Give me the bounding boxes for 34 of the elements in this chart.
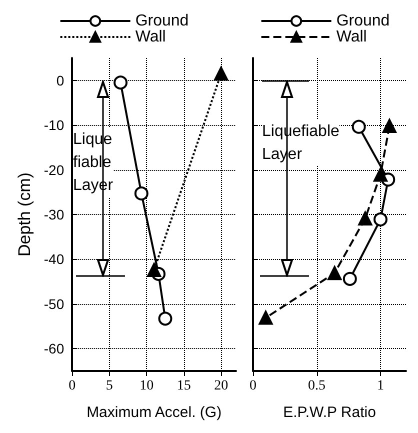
- point: [328, 266, 342, 280]
- point: [382, 118, 396, 133]
- x-tick-label: 5: [106, 378, 113, 394]
- point: [352, 120, 366, 134]
- point: [158, 312, 172, 326]
- point: [374, 168, 388, 182]
- point: [342, 272, 357, 286]
- y-tick-label: -10: [44, 117, 64, 134]
- y-tick-label: -40: [44, 251, 64, 268]
- x-tick-label: 0: [250, 378, 256, 394]
- point: [114, 76, 128, 90]
- y-tick-label: -60: [44, 340, 64, 357]
- point: [258, 310, 273, 325]
- x-tick-label: 0: [68, 378, 76, 394]
- x-tick-label: 0.5: [308, 378, 326, 394]
- y-tick-label: 0: [56, 72, 64, 88]
- legend-label: Wall: [336, 28, 367, 46]
- y-axis-title: Depth (cm): [15, 172, 34, 257]
- point: [214, 66, 228, 81]
- legend-label: Wall: [135, 28, 166, 46]
- x-tick-label: 15: [176, 378, 191, 394]
- point: [374, 212, 388, 226]
- legend-label: Ground: [336, 12, 390, 30]
- x-tick-label: 20: [214, 378, 228, 394]
- y-tick-label: -50: [44, 296, 64, 312]
- legend-label: Ground: [135, 12, 189, 30]
- point: [358, 212, 372, 226]
- point: [134, 186, 148, 200]
- y-tick-label: -20: [44, 162, 64, 178]
- x-axis-title: Maximum Accel. (G): [86, 404, 222, 421]
- x-tick-label: 10: [140, 378, 154, 394]
- x-tick-label: 1: [377, 378, 384, 394]
- y-tick-label: -30: [44, 206, 64, 222]
- x-axis-title: E.P.W.P Ratio: [283, 404, 376, 421]
